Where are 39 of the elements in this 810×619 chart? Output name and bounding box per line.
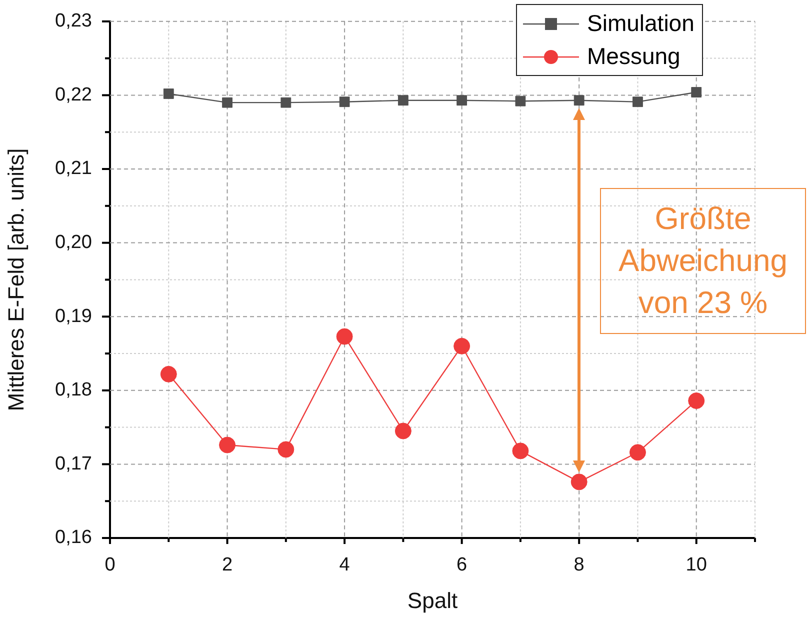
x-tick-label: 6 bbox=[456, 554, 468, 576]
point bbox=[691, 87, 702, 98]
x-tick-label: 10 bbox=[686, 554, 707, 576]
y-tick-label: 0,18 bbox=[55, 380, 92, 401]
point bbox=[454, 338, 470, 354]
point bbox=[160, 366, 177, 382]
y-tick-label: 0,21 bbox=[55, 158, 92, 180]
point bbox=[456, 95, 468, 106]
point bbox=[515, 96, 526, 106]
point bbox=[512, 442, 529, 460]
point bbox=[629, 444, 646, 461]
point bbox=[339, 96, 350, 108]
point bbox=[570, 474, 588, 490]
legend-label: Messung bbox=[587, 42, 680, 71]
y-tick-label: 0,16 bbox=[55, 527, 92, 548]
point bbox=[632, 96, 643, 108]
point bbox=[394, 422, 412, 440]
y-tick-label: 0,23 bbox=[55, 10, 92, 32]
point bbox=[163, 88, 174, 99]
x-tick-label: 0 bbox=[104, 554, 116, 576]
point bbox=[688, 392, 705, 409]
x-axis-title: Spalt bbox=[407, 588, 458, 613]
y-tick-label: 0,19 bbox=[55, 306, 92, 327]
point bbox=[219, 436, 236, 454]
point bbox=[278, 441, 294, 458]
x-tick-label: 4 bbox=[339, 554, 350, 576]
y-tick-label: 0,17 bbox=[55, 453, 92, 474]
annotation: Größte Abweichung von 23 % bbox=[600, 188, 806, 334]
point bbox=[280, 97, 292, 108]
y-axis-title: Mittleres E-Feld [arb. units] bbox=[3, 148, 28, 412]
point bbox=[398, 95, 408, 106]
point bbox=[222, 97, 232, 108]
y-tick-label: 0,22 bbox=[55, 84, 92, 106]
legend-label: Simulation bbox=[587, 9, 694, 38]
x-tick-label: 2 bbox=[222, 554, 233, 576]
point bbox=[336, 328, 353, 345]
point bbox=[574, 95, 584, 106]
y-tick-label: 0,20 bbox=[55, 232, 92, 254]
x-tick-label: 8 bbox=[574, 554, 584, 576]
